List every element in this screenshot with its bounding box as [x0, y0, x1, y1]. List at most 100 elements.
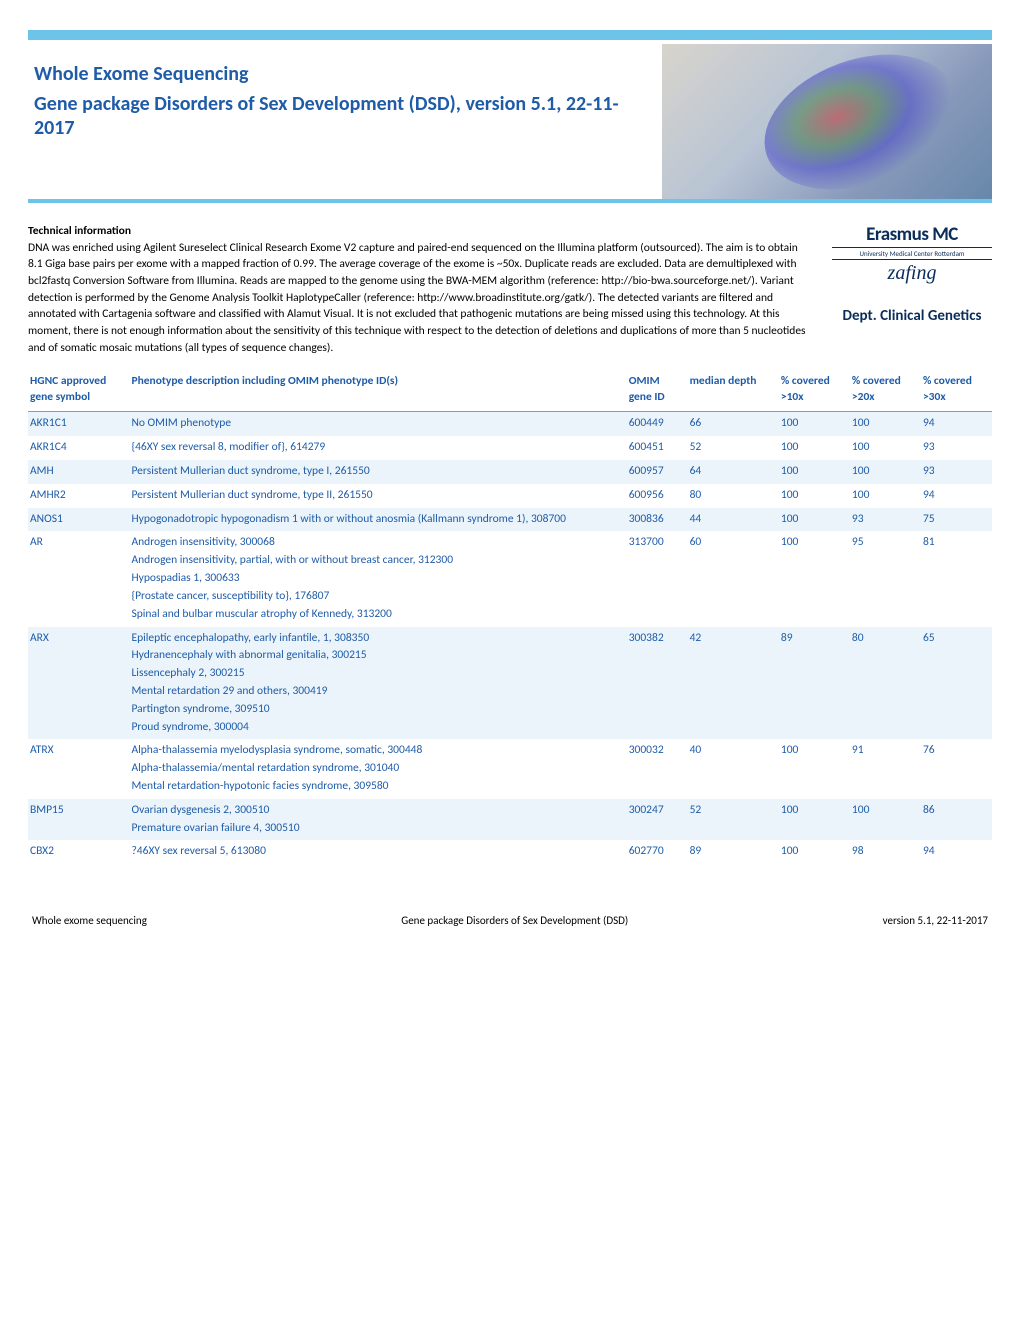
- phenotype-line: {46XY sex reversal 8, modifier of}, 6142…: [131, 439, 622, 457]
- cell-phenotype: No OMIM phenotype: [129, 412, 626, 436]
- cell-c30: 94: [921, 484, 992, 508]
- phenotype-line: Alpha-thalassemia/mental retardation syn…: [131, 760, 622, 778]
- col-gene: HGNC approved gene symbol: [28, 368, 129, 412]
- cell-c30: 94: [921, 840, 992, 864]
- cell-depth: 52: [688, 436, 779, 460]
- page-footer: Whole exome sequencing Gene package Diso…: [28, 914, 992, 927]
- cell-omim: 600957: [627, 460, 688, 484]
- table-row: ARXEpileptic encephalopathy, early infan…: [28, 627, 992, 740]
- info-row: Technical information DNA was enriched u…: [28, 223, 992, 356]
- cell-c30: 76: [921, 739, 992, 798]
- tech-body: DNA was enriched using Agilent Sureselec…: [28, 240, 814, 357]
- cell-depth: 40: [688, 739, 779, 798]
- phenotype-line: {Prostate cancer, susceptibility to}, 17…: [131, 588, 622, 606]
- tech-heading: Technical information: [28, 224, 131, 238]
- cell-c30: 65: [921, 627, 992, 740]
- cell-c30: 93: [921, 436, 992, 460]
- cell-gene: ARX: [28, 627, 129, 740]
- cell-phenotype: Alpha-thalassemia myelodysplasia syndrom…: [129, 739, 626, 798]
- cell-c10: 100: [779, 799, 850, 841]
- cell-c20: 100: [850, 436, 921, 460]
- cell-c20: 95: [850, 531, 921, 626]
- cell-omim: 300836: [627, 508, 688, 532]
- cell-depth: 60: [688, 531, 779, 626]
- cell-depth: 66: [688, 412, 779, 436]
- table-row: BMP15Ovarian dysgenesis 2, 300510Prematu…: [28, 799, 992, 841]
- gene-table: HGNC approved gene symbol Phenotype desc…: [28, 368, 992, 864]
- cell-gene: ANOS1: [28, 508, 129, 532]
- cell-omim: 602770: [627, 840, 688, 864]
- cell-c30: 94: [921, 412, 992, 436]
- technical-info: Technical information DNA was enriched u…: [28, 223, 814, 356]
- header-text: Whole Exome Sequencing Gene package Diso…: [28, 44, 662, 199]
- phenotype-line: Hypospadias 1, 300633: [131, 570, 622, 588]
- logo-column: Erasmus MC University Medical Center Rot…: [832, 223, 992, 356]
- col-depth: median depth: [688, 368, 779, 412]
- cell-phenotype: Hypogonadotropic hypogonadism 1 with or …: [129, 508, 626, 532]
- cell-phenotype: Epileptic encephalopathy, early infantil…: [129, 627, 626, 740]
- cell-c20: 91: [850, 739, 921, 798]
- cell-phenotype: Ovarian dysgenesis 2, 300510Premature ov…: [129, 799, 626, 841]
- cell-c30: 75: [921, 508, 992, 532]
- page-title-2: Gene package Disorders of Sex Developmen…: [34, 92, 652, 140]
- cell-gene: BMP15: [28, 799, 129, 841]
- phenotype-line: Partington syndrome, 309510: [131, 701, 622, 719]
- cell-c30: 86: [921, 799, 992, 841]
- cell-depth: 52: [688, 799, 779, 841]
- phenotype-line: Alpha-thalassemia myelodysplasia syndrom…: [131, 742, 622, 760]
- cell-phenotype: Persistent Mullerian duct syndrome, type…: [129, 484, 626, 508]
- phenotype-line: Lissencephaly 2, 300215: [131, 665, 622, 683]
- cell-c30: 93: [921, 460, 992, 484]
- cell-omim: 300382: [627, 627, 688, 740]
- table-row: ANOS1Hypogonadotropic hypogonadism 1 wit…: [28, 508, 992, 532]
- cell-gene: ATRX: [28, 739, 129, 798]
- col-c10: % covered >10x: [779, 368, 850, 412]
- cell-phenotype: Persistent Mullerian duct syndrome, type…: [129, 460, 626, 484]
- phenotype-line: Proud syndrome, 300004: [131, 719, 622, 737]
- phenotype-line: No OMIM phenotype: [131, 415, 622, 433]
- cell-depth: 64: [688, 460, 779, 484]
- phenotype-line: Hypogonadotropic hypogonadism 1 with or …: [131, 511, 622, 529]
- phenotype-line: ?46XY sex reversal 5, 613080: [131, 843, 622, 861]
- logo-sub-text: University Medical Center Rotterdam: [832, 247, 992, 260]
- phenotype-line: Persistent Mullerian duct syndrome, type…: [131, 487, 622, 505]
- phenotype-line: Persistent Mullerian duct syndrome, type…: [131, 463, 622, 481]
- phenotype-line: Androgen insensitivity, partial, with or…: [131, 552, 622, 570]
- col-pheno: Phenotype description including OMIM phe…: [129, 368, 626, 412]
- cell-gene: AMH: [28, 460, 129, 484]
- logo-main-text: Erasmus MC: [832, 223, 992, 246]
- department-label: Dept. Clinical Genetics: [832, 307, 992, 325]
- cell-depth: 44: [688, 508, 779, 532]
- cell-c10: 100: [779, 460, 850, 484]
- table-row: AMHPersistent Mullerian duct syndrome, t…: [28, 460, 992, 484]
- cell-c20: 98: [850, 840, 921, 864]
- col-c30: % covered >30x: [921, 368, 992, 412]
- cell-depth: 89: [688, 840, 779, 864]
- cell-omim: 313700: [627, 531, 688, 626]
- table-row: ARAndrogen insensitivity, 300068Androgen…: [28, 531, 992, 626]
- cell-gene: AKR1C4: [28, 436, 129, 460]
- footer-left: Whole exome sequencing: [32, 914, 147, 927]
- cell-depth: 42: [688, 627, 779, 740]
- table-header-row: HGNC approved gene symbol Phenotype desc…: [28, 368, 992, 412]
- table-row: ATRXAlpha-thalassemia myelodysplasia syn…: [28, 739, 992, 798]
- cell-omim: 600956: [627, 484, 688, 508]
- cell-c30: 81: [921, 531, 992, 626]
- phenotype-line: Hydranencephaly with abnormal genitalia,…: [131, 647, 622, 665]
- table-row: AKR1C1No OMIM phenotype6004496610010094: [28, 412, 992, 436]
- top-accent-bar: [28, 30, 992, 40]
- cell-omim: 600451: [627, 436, 688, 460]
- phenotype-line: Mental retardation-hypotonic facies synd…: [131, 778, 622, 796]
- cell-c10: 100: [779, 412, 850, 436]
- table-body: AKR1C1No OMIM phenotype6004496610010094A…: [28, 412, 992, 864]
- cell-omim: 300032: [627, 739, 688, 798]
- cell-gene: AKR1C1: [28, 412, 129, 436]
- col-omim: OMIM gene ID: [627, 368, 688, 412]
- phenotype-line: Epileptic encephalopathy, early infantil…: [131, 630, 622, 648]
- cell-phenotype: {46XY sex reversal 8, modifier of}, 6142…: [129, 436, 626, 460]
- cell-c10: 100: [779, 739, 850, 798]
- cell-c10: 89: [779, 627, 850, 740]
- cell-c10: 100: [779, 840, 850, 864]
- footer-right: version 5.1, 22-11-2017: [883, 914, 988, 927]
- phenotype-line: Premature ovarian failure 4, 300510: [131, 820, 622, 838]
